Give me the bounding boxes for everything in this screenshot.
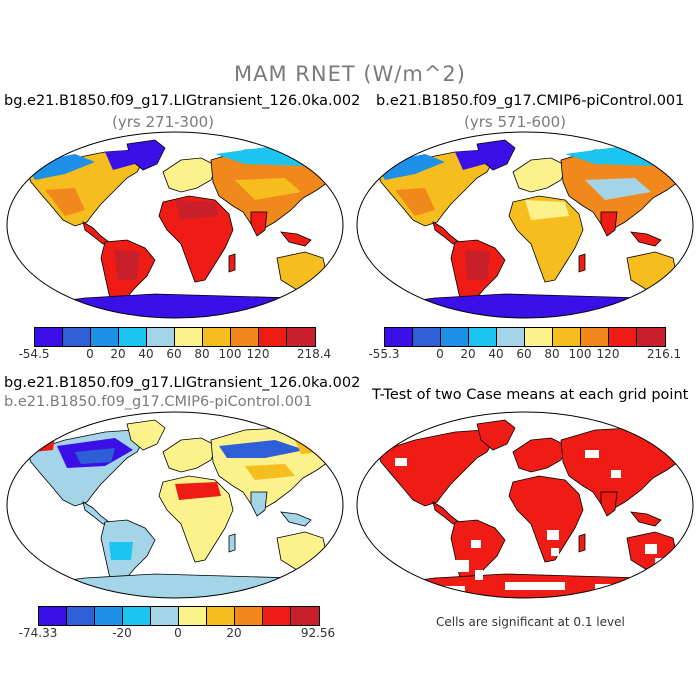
panel-bl-cbar-tick: 0 — [174, 626, 182, 640]
panel-bl-cbar-min: -74.33 — [18, 626, 58, 640]
panel-bl-case-title: bg.e21.B1850.f09_g17.LIGtransient_126.0k… — [4, 375, 361, 391]
panel-bl-colorbar — [38, 606, 320, 626]
panel-tr-cbar-tick: 100 — [568, 347, 592, 361]
colorbar-swatch — [235, 607, 263, 625]
panel-bl-cbar-max: 92.56 — [300, 626, 336, 640]
panel-bl-map — [6, 411, 344, 599]
panel-bl-cbar-tick: -20 — [112, 626, 132, 640]
panel-tr-cbar-tick: 80 — [544, 347, 560, 361]
colorbar-swatch — [67, 607, 95, 625]
panel-tl-cbar-tick: 40 — [138, 347, 154, 361]
panel-tl-map — [6, 131, 344, 319]
colorbar-swatch — [441, 328, 469, 346]
colorbar-swatch — [175, 328, 203, 346]
colorbar-swatch — [609, 328, 637, 346]
colorbar-swatch — [151, 607, 179, 625]
colorbar-swatch — [263, 607, 291, 625]
panel-br-note: Cells are significant at 0.1 level — [436, 615, 625, 629]
panel-tr-cbar-tick: 60 — [516, 347, 532, 361]
colorbar-swatch — [469, 328, 497, 346]
colorbar-swatch — [497, 328, 525, 346]
panel-tr-case-title: b.e21.B1850.f09_g17.CMIP6-piControl.001 — [376, 93, 685, 109]
colorbar-swatch — [385, 328, 413, 346]
colorbar-swatch — [291, 607, 319, 625]
panel-tr-cbar-tick: 20 — [460, 347, 476, 361]
colorbar-swatch — [95, 607, 123, 625]
panel-tl-cbar-tick: 60 — [166, 347, 182, 361]
panel-tl-cbar-max: 218.4 — [296, 347, 332, 361]
colorbar-swatch — [637, 328, 665, 346]
colorbar-swatch — [91, 328, 119, 346]
panel-tr-years: (yrs 571-600) — [464, 113, 567, 131]
panel-tr-cbar-tick: 0 — [436, 347, 444, 361]
colorbar-swatch — [179, 607, 207, 625]
colorbar-swatch — [553, 328, 581, 346]
panel-tr-map — [356, 131, 694, 319]
colorbar-swatch — [203, 328, 231, 346]
colorbar-swatch — [525, 328, 553, 346]
colorbar-swatch — [259, 328, 287, 346]
panel-br-map — [356, 411, 694, 599]
colorbar-swatch — [35, 328, 63, 346]
colorbar-swatch — [413, 328, 441, 346]
colorbar-swatch — [39, 607, 67, 625]
colorbar-swatch — [119, 328, 147, 346]
panel-tl-years: (yrs 271-300) — [112, 113, 215, 131]
panel-tl-cbar-tick: 120 — [246, 347, 270, 361]
panel-bl-cbar-tick: 20 — [226, 626, 242, 640]
colorbar-swatch — [287, 328, 315, 346]
panel-tr-cbar-max: 216.1 — [646, 347, 682, 361]
colorbar-swatch — [207, 607, 235, 625]
panel-tl-cbar-min: -54.5 — [18, 347, 50, 361]
panel-tr-cbar-min: -55.3 — [368, 347, 400, 361]
colorbar-swatch — [581, 328, 609, 346]
panel-tr-colorbar — [384, 327, 666, 347]
colorbar-swatch — [231, 328, 259, 346]
panel-bl-case2-title: b.e21.B1850.f09_g17.CMIP6-piControl.001 — [4, 394, 313, 410]
panel-br-land — [373, 419, 687, 598]
colorbar-swatch — [123, 607, 151, 625]
colorbar-swatch — [147, 328, 175, 346]
panel-br-title: T-Test of two Case means at each grid po… — [372, 387, 689, 403]
panel-tl-cbar-tick: 0 — [86, 347, 94, 361]
panel-tr-cbar-tick: 40 — [488, 347, 504, 361]
panel-tr-cbar-tick: 120 — [596, 347, 620, 361]
panel-tl-case-title: bg.e21.B1850.f09_g17.LIGtransient_126.0k… — [4, 93, 361, 109]
panel-tl-colorbar — [34, 327, 316, 347]
figure-title: MAM RNET (W/m^2) — [234, 62, 466, 86]
panel-tl-cbar-tick: 80 — [194, 347, 210, 361]
colorbar-swatch — [63, 328, 91, 346]
panel-tl-cbar-tick: 20 — [110, 347, 126, 361]
panel-tl-cbar-tick: 100 — [218, 347, 242, 361]
